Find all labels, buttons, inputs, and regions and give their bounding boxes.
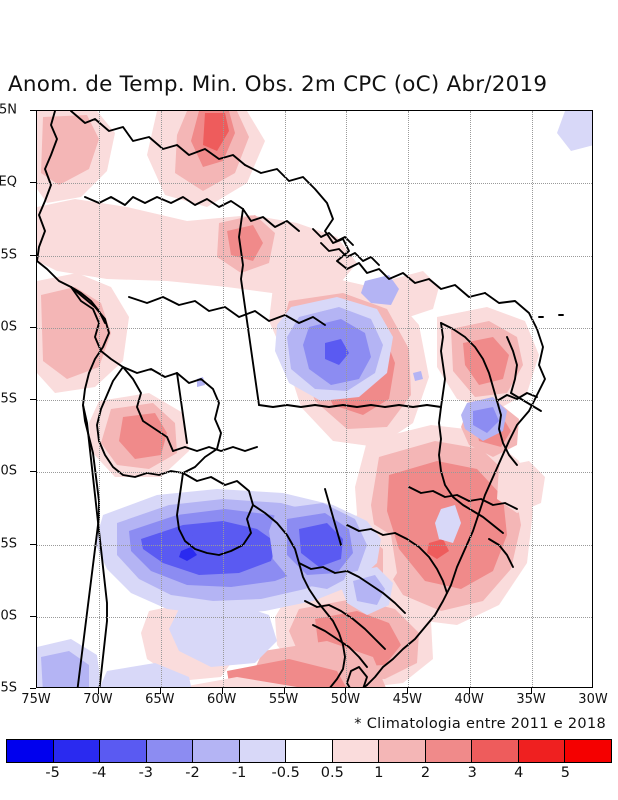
colorbar [6, 739, 612, 763]
ytick-label-5N: 5N [0, 102, 17, 118]
xtick-label-35W: 35W [516, 692, 546, 707]
xtick-mark-35W [531, 688, 533, 694]
xtick-label-55W: 55W [268, 692, 299, 707]
ytick-mark-20S [30, 471, 36, 473]
colorbar-label-3: 3 [467, 765, 477, 781]
colorbar-label-4: 4 [514, 765, 524, 781]
xtick-label-75W: 75W [21, 692, 51, 707]
xtick-mark-40W [469, 688, 471, 694]
climatology-note: * Climatologia entre 2011 e 2018 [354, 716, 606, 732]
colorbar-segment-2-1 [193, 740, 240, 762]
ytick-mark-30S [30, 615, 36, 617]
colorbar-segment-4-5 [518, 740, 566, 762]
ytick-mark-15S [30, 399, 36, 400]
xtick-label-65W: 65W [145, 692, 175, 707]
colorbar-label-5: 5 [560, 765, 571, 781]
colorbar-label-2: 2 [420, 765, 431, 781]
ytick-mark-EQ [30, 182, 36, 184]
ytick-mark-10S [30, 326, 36, 328]
xtick-mark-55W [283, 688, 285, 694]
colorbar-label--2: -2 [185, 765, 200, 781]
xtick-label-45W: 45W [392, 692, 422, 707]
ytick-label-25S: 25S [0, 536, 17, 551]
colorbar-segment-3-4 [472, 740, 519, 762]
colorbar-segment-4-3 [100, 740, 147, 762]
ytick-label-5S: 5S [0, 247, 17, 262]
colorbar-label-05: 0.5 [320, 765, 344, 781]
colorbar-label-1: 1 [374, 765, 384, 781]
colorbar-label--4: -4 [91, 765, 107, 781]
xtick-label-40W: 40W [454, 692, 484, 707]
xtick-mark-60W [221, 688, 223, 694]
xtick-mark-65W [159, 688, 161, 694]
anomaly-field [37, 111, 592, 687]
ytick-mark-35S [30, 688, 36, 689]
colorbar-segment-above-5 [565, 740, 611, 762]
xtick-mark-50W [345, 688, 347, 694]
xtick-label-60W: 60W [206, 692, 237, 707]
xtick-mark-70W [97, 688, 99, 694]
ytick-mark-5S [30, 254, 36, 256]
ytick-label-15S: 15S [0, 391, 17, 407]
colorbar-segment-1-2 [379, 740, 426, 762]
ytick-mark-25S [30, 543, 36, 545]
colorbar-labels: -5 -4 -3 -2 -1 -0.5 0.5 1 2 3 4 5 [6, 765, 612, 785]
page-title: Anom. de Temp. Min. Obs. 2m CPC (oC) Abr… [8, 72, 548, 97]
xtick-mark-45W [407, 688, 409, 694]
ytick-label-35S: 35S [0, 680, 17, 696]
colorbar-segment-neutral [286, 740, 333, 762]
colorbar-segment-below-5 [7, 740, 54, 762]
colorbar-label--5: -5 [45, 765, 60, 781]
anomaly-contour-svg [37, 111, 592, 687]
xtick-label-50W: 50W [330, 692, 361, 707]
ytick-label-10S: 10S [0, 319, 17, 335]
colorbar-segment-2-3 [425, 740, 473, 762]
colorbar-label--3: -3 [138, 765, 154, 781]
colorbar-segment-05-1 [332, 740, 380, 762]
colorbar-label--1: -1 [231, 765, 247, 781]
colorbar-segment-1-05 [239, 740, 287, 762]
ytick-label-EQ: EQ [0, 174, 17, 190]
xtick-label-70W: 70W [83, 692, 113, 707]
ytick-label-30S: 30S [0, 608, 17, 624]
ytick-label-20S: 20S [0, 463, 17, 479]
map-plot-area [36, 110, 593, 688]
colorbar-segment-5-4 [53, 740, 101, 762]
colorbar-segment-3-2 [146, 740, 194, 762]
xtick-label-30W: 30W [578, 692, 608, 707]
colorbar-label--05: -0.5 [271, 765, 300, 781]
ytick-mark-5N [30, 110, 36, 111]
